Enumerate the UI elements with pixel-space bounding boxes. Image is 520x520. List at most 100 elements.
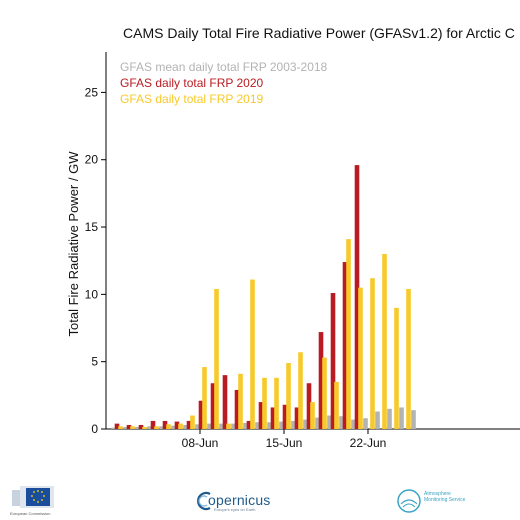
legend-entry: GFAS daily total FRP 2020 (120, 76, 264, 90)
bar-gfas-daily-total-frp-2019 (310, 402, 315, 429)
bar-gfas-daily-total-frp-2019 (142, 426, 147, 429)
bar-gfas-daily-total-frp-2019 (250, 279, 255, 429)
copernicus-tagline: Europe's eyes on Earth (214, 507, 256, 512)
bar-gfas-daily-total-frp-2019 (130, 426, 135, 429)
bar-gfas-daily-total-frp-2019 (382, 253, 387, 429)
chart-canvas: CAMS Daily Total Fire Radiative Power (G… (66, 25, 520, 450)
bar-gfas-daily-total-frp-2019 (358, 287, 363, 429)
x-tick-label: 08-Jun (182, 436, 219, 450)
bar-gfas-mean-daily-total-frp-2003-2018 (207, 423, 212, 429)
bar-gfas-daily-total-frp-2020 (282, 404, 288, 429)
copernicus-logo: opernicus Europe's eyes on Earth (197, 488, 298, 518)
bar-gfas-daily-total-frp-2020 (330, 293, 336, 429)
cams-logo: Atmosphere Monitoring Service (396, 488, 520, 518)
bar-gfas-mean-daily-total-frp-2003-2018 (111, 427, 116, 429)
footer: European Commission opernicus Europe's e… (0, 478, 520, 520)
cams-text-line1: Atmosphere (424, 491, 451, 497)
bar-gfas-daily-total-frp-2020 (174, 421, 180, 429)
bar-gfas-daily-total-frp-2020 (222, 375, 228, 429)
bar-gfas-mean-daily-total-frp-2003-2018 (171, 425, 176, 429)
y-tick-label: 0 (91, 422, 98, 436)
bar-gfas-mean-daily-total-frp-2003-2018 (375, 411, 380, 429)
bar-gfas-mean-daily-total-frp-2003-2018 (387, 408, 392, 429)
eu-logo-text: European Commission (10, 511, 51, 516)
bar-gfas-daily-total-frp-2019 (202, 367, 207, 429)
bar-gfas-daily-total-frp-2019 (190, 415, 195, 429)
bar-gfas-daily-total-frp-2020 (306, 383, 312, 429)
bar-gfas-daily-total-frp-2019 (346, 239, 351, 429)
bar-gfas-daily-total-frp-2019 (298, 352, 303, 429)
bar-gfas-daily-total-frp-2019 (214, 288, 219, 429)
bar-gfas-daily-total-frp-2020 (138, 424, 144, 429)
bar-gfas-mean-daily-total-frp-2003-2018 (363, 418, 368, 429)
y-tick-label: 20 (85, 153, 99, 167)
bar-gfas-daily-total-frp-2019 (166, 424, 171, 429)
bar-gfas-daily-total-frp-2019 (286, 363, 291, 429)
cams-text-line2: Monitoring Service (424, 497, 466, 503)
atmosphere-icon (397, 489, 421, 513)
y-tick-label: 10 (85, 287, 99, 301)
bar-gfas-daily-total-frp-2019 (178, 423, 183, 429)
bar-gfas-daily-total-frp-2019 (322, 357, 327, 429)
cams-text: Atmosphere Monitoring Service (424, 491, 465, 503)
bar-gfas-daily-total-frp-2019 (370, 278, 375, 429)
bar-gfas-daily-total-frp-2020 (162, 420, 168, 429)
x-tick-label: 22-Jun (350, 436, 387, 450)
bar-gfas-mean-daily-total-frp-2003-2018 (195, 424, 200, 429)
eu-logo: European Commission (10, 484, 54, 516)
bar-gfas-daily-total-frp-2019 (118, 426, 123, 429)
bar-gfas-mean-daily-total-frp-2003-2018 (147, 426, 152, 429)
bar-gfas-mean-daily-total-frp-2003-2018 (219, 423, 224, 429)
bar-gfas-mean-daily-total-frp-2003-2018 (183, 424, 188, 429)
bar-gfas-daily-total-frp-2019 (262, 377, 267, 429)
bar-gfas-mean-daily-total-frp-2003-2018 (243, 422, 248, 429)
bar-gfas-daily-total-frp-2020 (198, 400, 204, 429)
bar-gfas-daily-total-frp-2019 (406, 288, 411, 429)
bar-gfas-mean-daily-total-frp-2003-2018 (411, 410, 416, 429)
bar-gfas-daily-total-frp-2019 (154, 426, 159, 429)
chart-title: CAMS Daily Total Fire Radiative Power (G… (123, 25, 515, 41)
bar-gfas-daily-total-frp-2020 (210, 383, 216, 429)
bar-gfas-mean-daily-total-frp-2003-2018 (267, 422, 272, 429)
bar-gfas-daily-total-frp-2020 (126, 424, 132, 429)
bar-gfas-daily-total-frp-2019 (274, 377, 279, 429)
bar-gfas-mean-daily-total-frp-2003-2018 (291, 420, 296, 429)
bar-gfas-daily-total-frp-2019 (226, 423, 231, 429)
bar-gfas-daily-total-frp-2020 (186, 420, 192, 429)
bar-gfas-mean-daily-total-frp-2003-2018 (231, 423, 236, 429)
bar-gfas-daily-total-frp-2020 (246, 420, 252, 429)
bar-gfas-daily-total-frp-2020 (234, 389, 240, 429)
bar-gfas-daily-total-frp-2020 (270, 407, 276, 429)
bar-gfas-daily-total-frp-2020 (294, 407, 300, 429)
bar-gfas-mean-daily-total-frp-2003-2018 (303, 419, 308, 429)
eu-flag-icon (12, 486, 54, 508)
bar-gfas-mean-daily-total-frp-2003-2018 (123, 426, 128, 429)
bar-gfas-mean-daily-total-frp-2003-2018 (351, 419, 356, 429)
bar-gfas-daily-total-frp-2019 (394, 307, 399, 429)
bar-gfas-mean-daily-total-frp-2003-2018 (315, 417, 320, 429)
bar-gfas-daily-total-frp-2020 (150, 420, 156, 429)
bar-gfas-mean-daily-total-frp-2003-2018 (327, 415, 332, 429)
axes: 0 5 10 15 20 25 08-Jun 15-Jun 22-Jun (85, 52, 520, 450)
copernicus-name: opernicus (208, 492, 271, 508)
bar-gfas-mean-daily-total-frp-2003-2018 (135, 426, 140, 429)
chart-legend: GFAS mean daily total FRP 2003-2018 GFAS … (120, 60, 328, 106)
bars-group (111, 165, 416, 429)
bar-gfas-daily-total-frp-2019 (238, 373, 243, 429)
bar-gfas-mean-daily-total-frp-2003-2018 (399, 407, 404, 429)
bar-gfas-daily-total-frp-2020 (258, 402, 264, 429)
copernicus-c-icon (197, 491, 211, 511)
y-tick-label: 25 (85, 85, 99, 99)
bar-gfas-daily-total-frp-2020 (354, 165, 360, 429)
bar-gfas-mean-daily-total-frp-2003-2018 (255, 422, 260, 429)
bar-gfas-daily-total-frp-2020 (114, 423, 120, 429)
bar-gfas-daily-total-frp-2020 (318, 332, 324, 429)
legend-entry: GFAS daily total FRP 2019 (120, 92, 264, 106)
bar-gfas-mean-daily-total-frp-2003-2018 (339, 416, 344, 429)
x-tick-label: 15-Jun (266, 436, 303, 450)
bar-gfas-daily-total-frp-2020 (342, 262, 348, 429)
y-tick-label: 15 (85, 220, 99, 234)
bar-gfas-daily-total-frp-2019 (334, 381, 339, 429)
y-axis-label: Total Fire Radiative Power / GW (66, 151, 81, 337)
bar-gfas-mean-daily-total-frp-2003-2018 (279, 421, 284, 429)
